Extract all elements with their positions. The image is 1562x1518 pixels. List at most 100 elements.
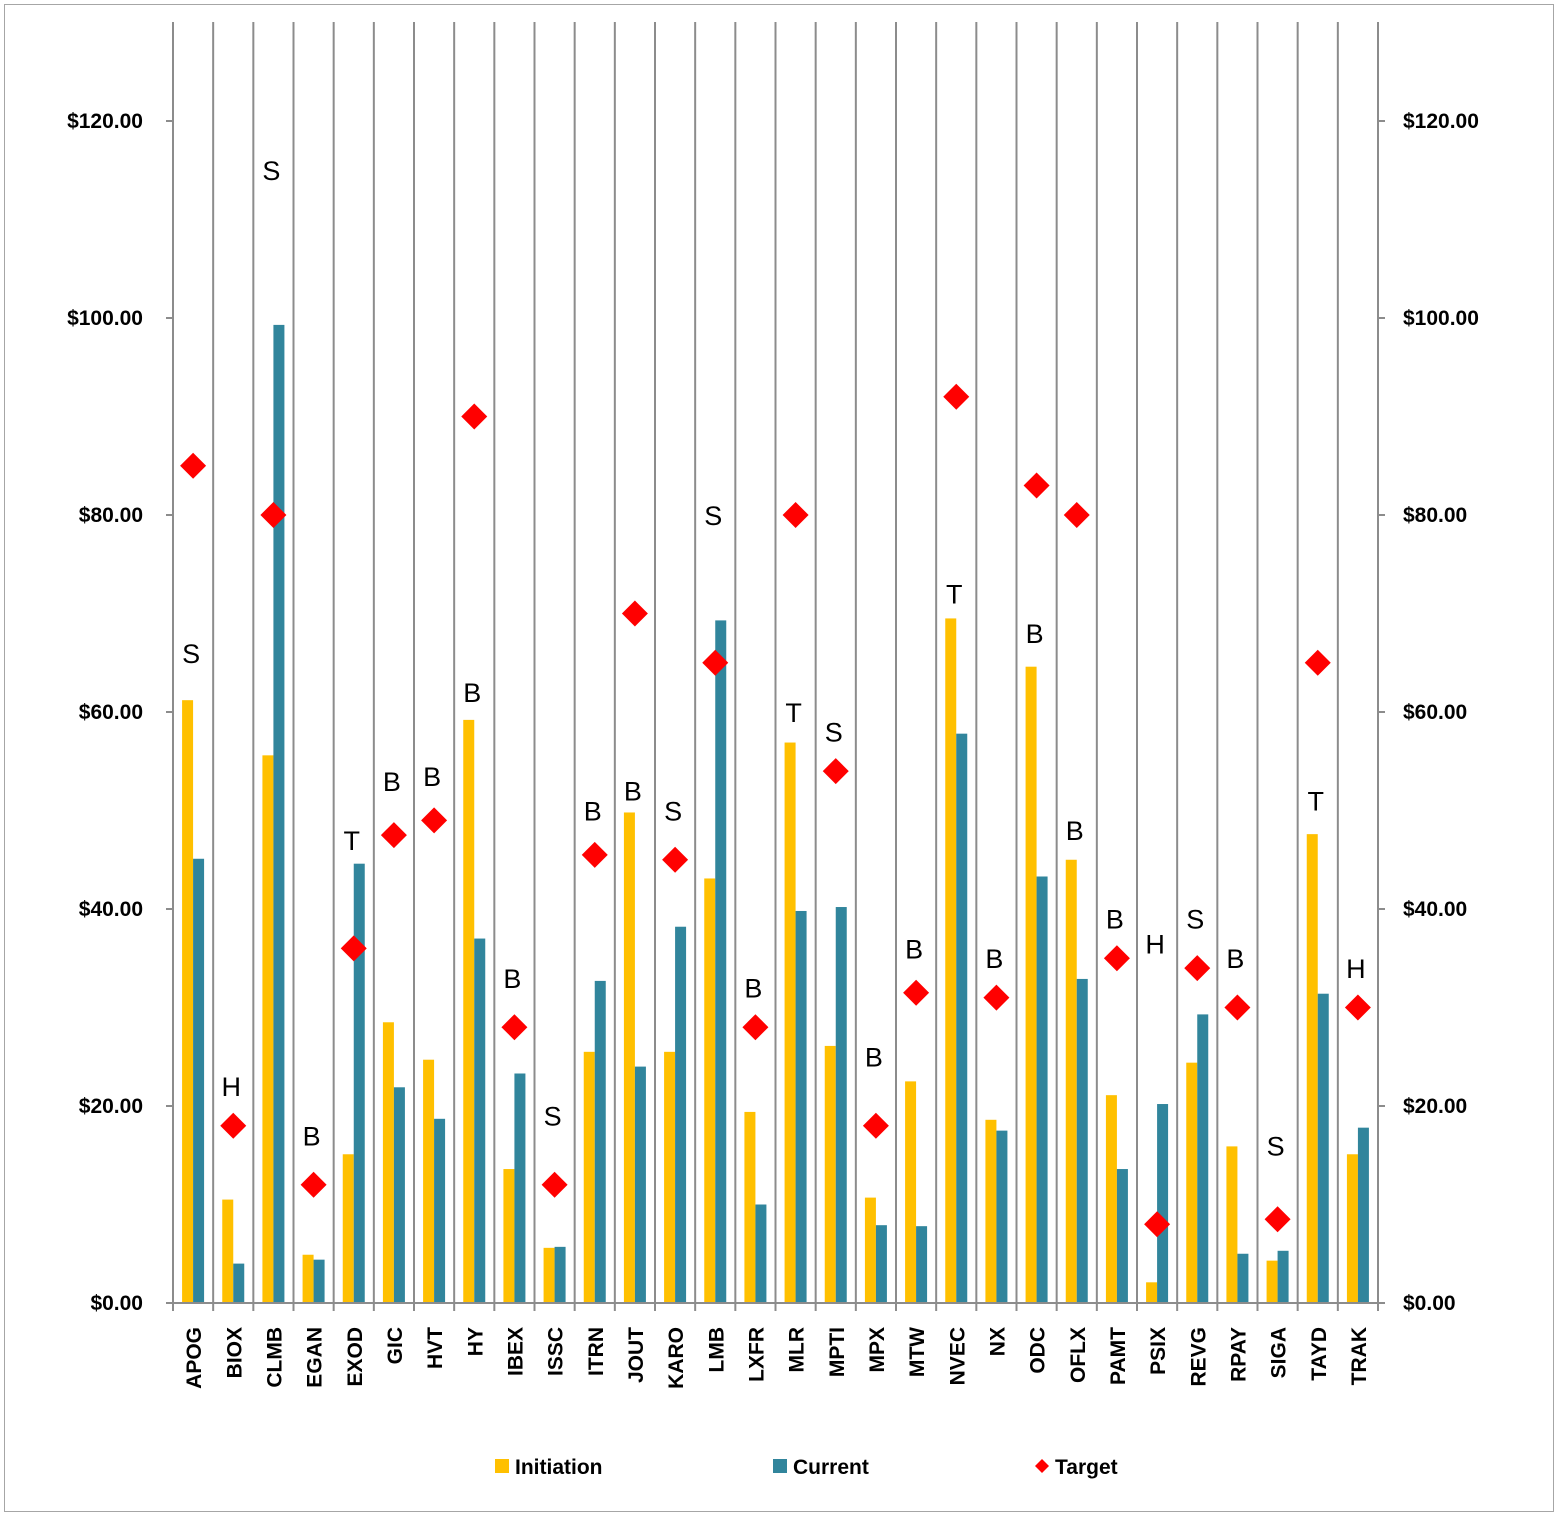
rating-label: S [182,639,200,669]
bar-current-itrn [594,980,606,1303]
legend: Initiation Current Target [495,1456,1118,1479]
rating-label: B [865,1043,883,1073]
rating-label: S [1186,905,1204,935]
rating-label: T [344,826,361,856]
legend-label-target: Target [1055,1456,1118,1479]
legend-symbol-initiation [495,1459,509,1473]
bar-initiation-biox [222,1199,234,1303]
x-category-label: TRAK [1348,1327,1371,1385]
rating-label: B [463,678,481,708]
bar-initiation-mpti [824,1045,836,1303]
bar-current-lxfr [755,1204,767,1303]
rating-label: T [1308,787,1325,817]
bar-current-lmb [715,620,727,1303]
bar-initiation-revg [1186,1062,1198,1303]
legend-label-initiation: Initiation [515,1456,603,1479]
y-tick-label-right: $60.00 [1403,701,1467,724]
bar-initiation-apog [182,700,194,1303]
y-tick-label-left: $40.00 [79,898,143,921]
target-marker-egan [300,1171,327,1198]
bar-current-jout [634,1066,646,1303]
bar-current-hvt [434,1118,446,1303]
bar-initiation-issc [543,1247,555,1303]
y-tick-label-right: $20.00 [1403,1095,1467,1118]
bar-current-ibex [514,1073,526,1303]
rating-label: S [825,718,843,748]
bar-initiation-egan [302,1254,314,1303]
target-marker-nvec [943,383,970,410]
target-marker-rpay [1224,994,1251,1021]
x-category-label: REVG [1187,1327,1210,1387]
rating-label: T [785,698,802,728]
x-category-label: RPAY [1227,1327,1250,1382]
target-marker-biox [220,1112,247,1139]
legend-symbol-target [1035,1459,1049,1473]
x-category-label: MLR [786,1327,809,1373]
bar-initiation-nvec [945,618,957,1303]
bar-current-siga [1277,1250,1289,1303]
target-marker-lmb [702,649,729,676]
axes-layer: $0.00 $0.00 $20.00 $20.00 $40.00 $40.00 $60.00… [67,22,1479,1389]
bar-current-psix [1157,1104,1169,1303]
rating-label: B [303,1121,321,1151]
bar-initiation-rpay [1226,1146,1238,1303]
target-marker-mpti [822,758,849,785]
rating-label: S [262,156,280,186]
rating-label: B [1066,816,1084,846]
target-marker-psix [1144,1211,1171,1238]
y-tick-label-right: $0.00 [1403,1292,1456,1315]
rating-label: B [1026,619,1044,649]
x-category-label: IBEX [504,1327,527,1376]
bar-current-oflx [1076,978,1088,1303]
x-category-label: EGAN [304,1327,327,1388]
bar-initiation-odc [1025,666,1037,1303]
target-marker-jout [621,600,648,627]
target-marker-odc [1023,472,1050,499]
bar-initiation-hy [463,719,475,1303]
bar-initiation-pamt [1105,1095,1117,1303]
target-marker-karo [662,846,689,873]
target-marker-gic [380,822,407,849]
bar-current-odc [1036,876,1048,1303]
target-marker-oflx [1063,502,1090,528]
bar-current-egan [313,1259,325,1303]
y-tick-label-left: $0.00 [90,1292,143,1315]
bar-current-gic [393,1087,405,1303]
x-category-label: ODC [1027,1327,1050,1374]
target-marker-clmb [260,502,287,528]
legend-label-current: Current [793,1456,869,1479]
rating-label: S [544,1102,562,1132]
bar-current-mtw [916,1226,928,1303]
rating-label: B [1226,944,1244,974]
target-marker-nx [983,984,1010,1011]
bar-current-apog [193,858,205,1303]
x-category-label: PSIX [1147,1327,1170,1375]
bar-current-trak [1357,1127,1369,1303]
x-category-label: MTW [906,1327,929,1377]
bar-current-mpx [875,1225,887,1303]
bar-current-clmb [273,324,285,1303]
bar-current-mpti [835,907,847,1303]
y-tick-label-right: $100.00 [1403,307,1479,330]
rating-label: B [584,796,602,826]
rating-label: S [664,796,682,826]
x-category-label: HY [464,1327,487,1356]
bar-initiation-karo [664,1051,676,1303]
rating-label: B [1106,905,1124,935]
bar-initiation-lxfr [744,1111,756,1303]
bar-initiation-clmb [262,755,274,1303]
category-gridlines [172,22,1379,1303]
rating-label: H [222,1072,242,1102]
target-marker-issc [541,1171,568,1198]
bar-initiation-hvt [423,1059,435,1303]
bar-current-revg [1197,1014,1209,1303]
bar-initiation-ibex [503,1169,515,1303]
bar-current-hy [474,938,486,1303]
rating-label: B [744,974,762,1004]
bar-initiation-gic [382,1022,394,1303]
x-category-label: SIGA [1268,1327,1291,1378]
bar-current-issc [554,1246,566,1303]
target-marker-siga [1264,1206,1291,1233]
x-category-label: OFLX [1067,1327,1090,1383]
